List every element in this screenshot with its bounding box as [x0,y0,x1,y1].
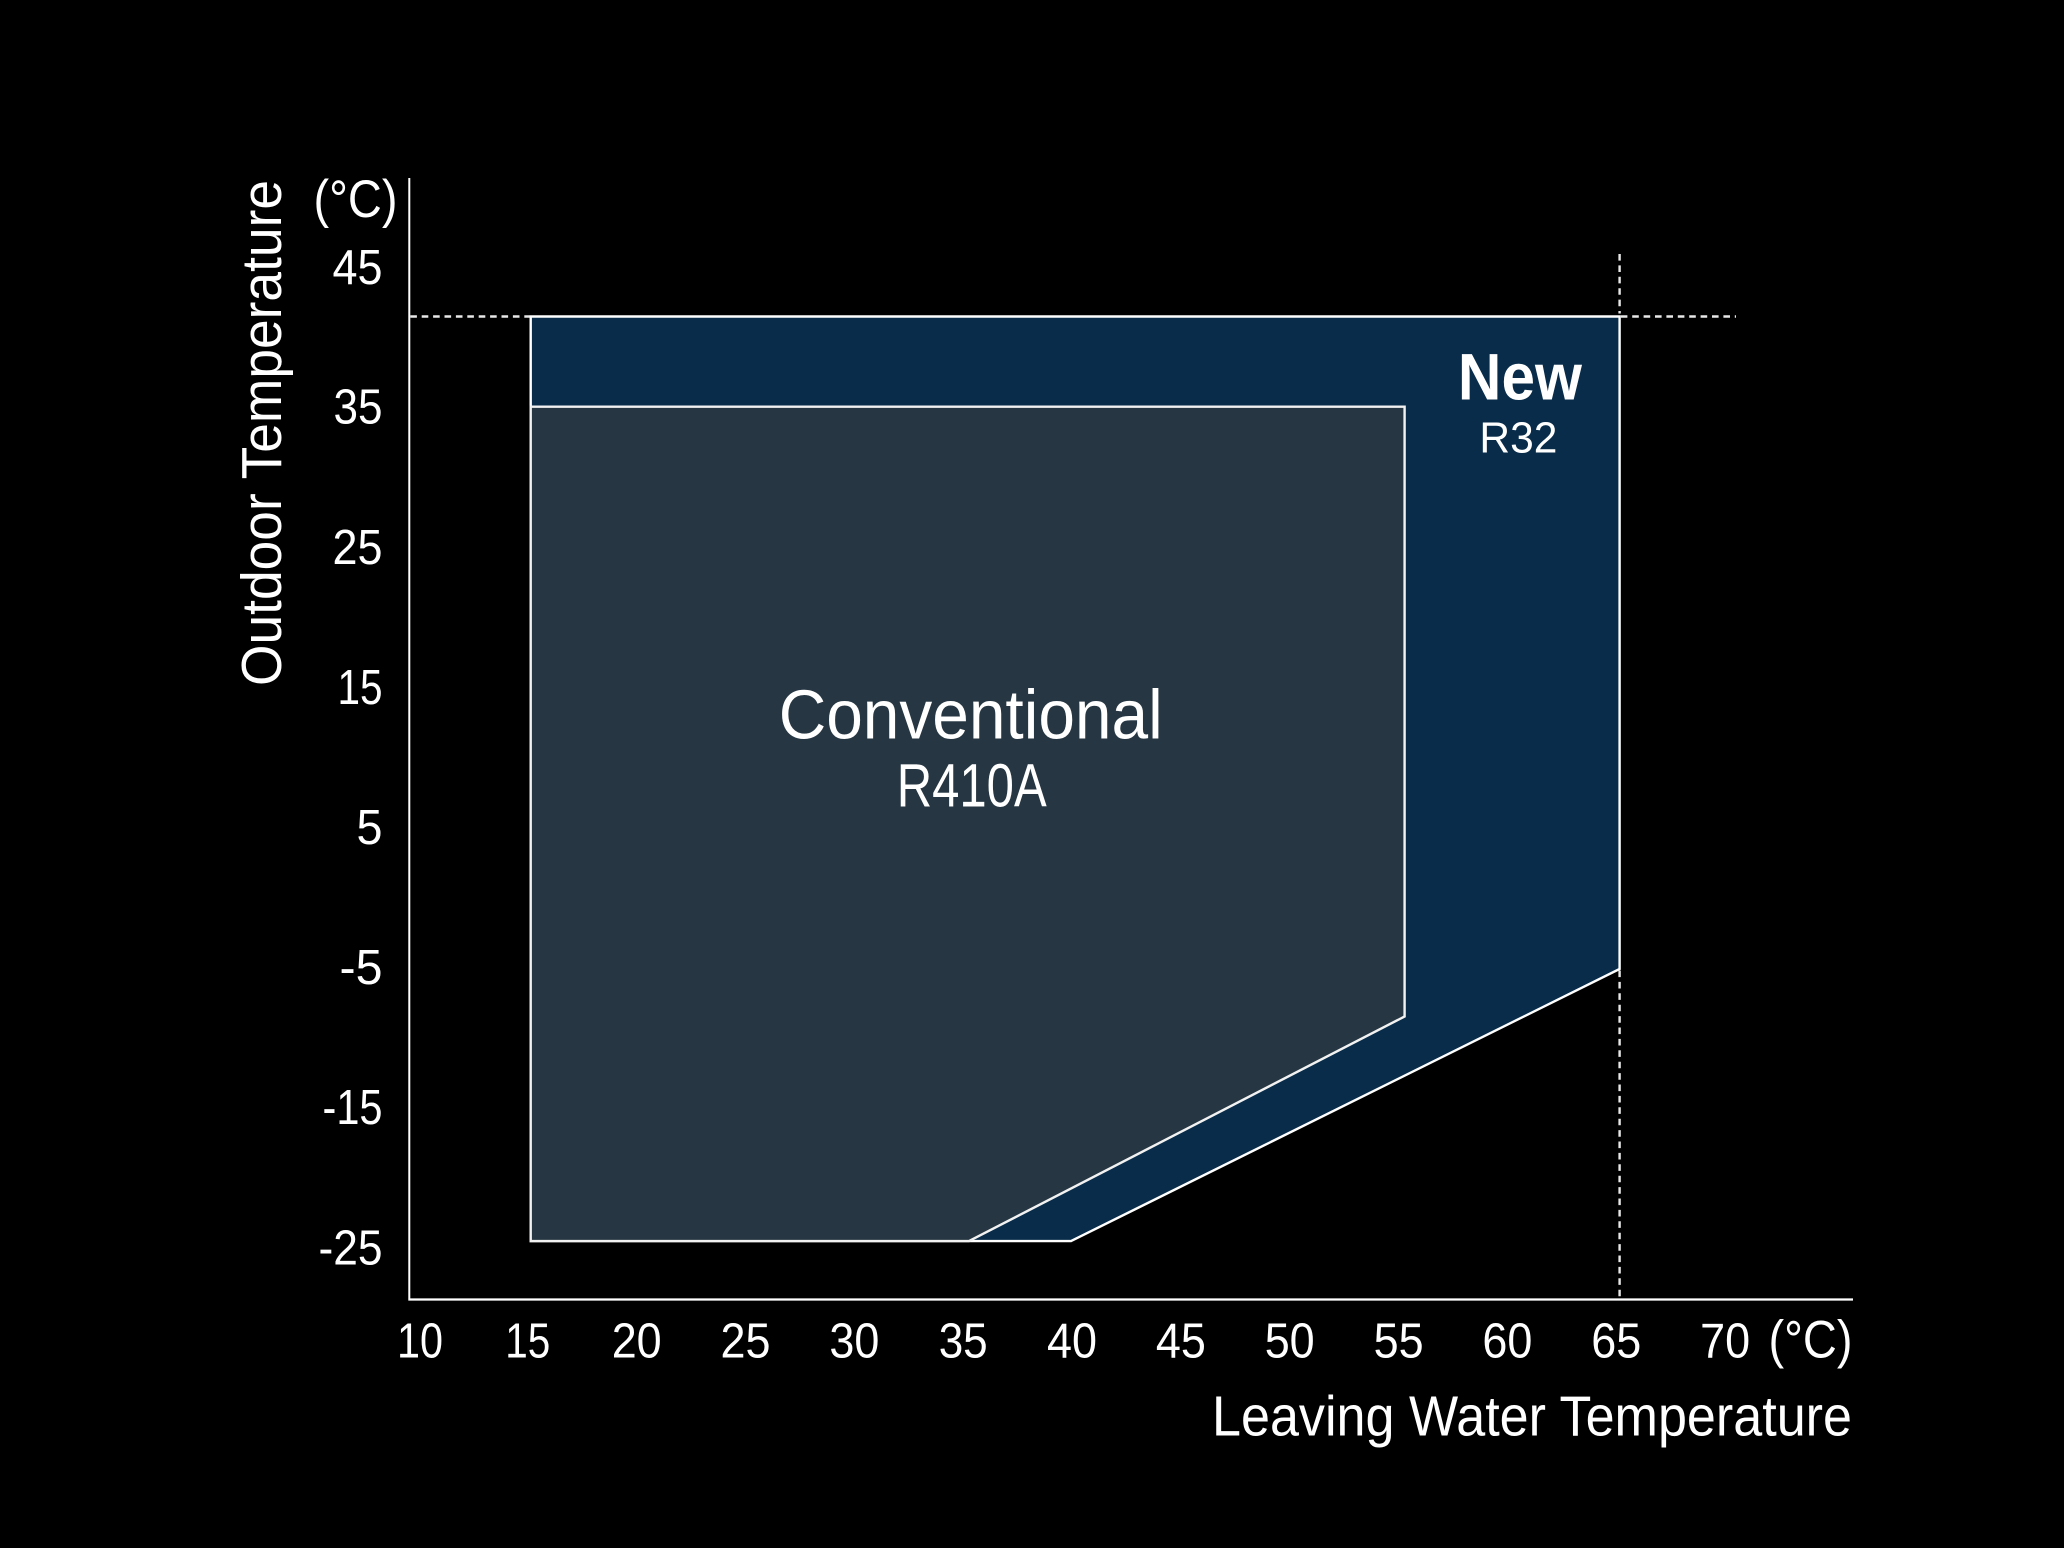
svg-text:Outdoor Temperature: Outdoor Temperature [230,180,293,686]
svg-text:35: 35 [334,381,383,435]
svg-text:R32: R32 [1479,414,1557,463]
svg-text:-15: -15 [323,1081,383,1135]
svg-text:-5: -5 [340,941,383,995]
svg-text:15: 15 [338,661,383,715]
svg-text:35: 35 [939,1315,988,1369]
svg-text:20: 20 [612,1315,662,1369]
svg-text:(°C): (°C) [1769,1311,1853,1370]
svg-text:45: 45 [1156,1315,1206,1369]
svg-text:Leaving Water Temperature: Leaving Water Temperature [1212,1384,1852,1447]
svg-text:-25: -25 [319,1221,383,1275]
svg-text:10: 10 [397,1315,443,1369]
svg-text:45: 45 [333,241,383,295]
svg-text:15: 15 [505,1315,550,1369]
svg-text:New: New [1458,341,1583,414]
svg-text:65: 65 [1591,1315,1641,1369]
svg-text:30: 30 [829,1315,879,1369]
svg-text:(°C): (°C) [314,170,398,229]
svg-text:25: 25 [333,521,383,575]
svg-text:70: 70 [1700,1315,1750,1369]
svg-text:R410A: R410A [897,751,1047,819]
svg-text:50: 50 [1265,1315,1315,1369]
svg-text:60: 60 [1482,1315,1532,1369]
svg-text:55: 55 [1374,1315,1424,1369]
svg-text:25: 25 [721,1315,771,1369]
svg-text:5: 5 [357,801,383,855]
svg-text:40: 40 [1047,1315,1097,1369]
svg-text:Conventional: Conventional [779,676,1163,754]
